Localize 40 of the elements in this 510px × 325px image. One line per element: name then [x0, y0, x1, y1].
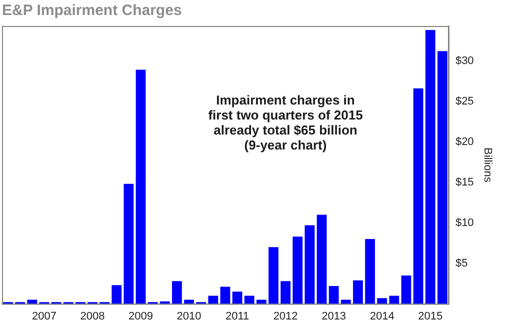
x-tick-label: 2008 [80, 310, 105, 322]
bar [365, 239, 375, 304]
bar [136, 70, 146, 304]
bar [413, 88, 424, 304]
bar [244, 296, 254, 304]
bar [280, 281, 290, 304]
bar [389, 296, 400, 304]
bar [353, 280, 363, 304]
x-tick-label: 2014 [370, 310, 394, 322]
x-tick-label: 2013 [322, 310, 346, 322]
bar [425, 30, 436, 304]
bar [304, 225, 315, 304]
bar [292, 236, 303, 304]
x-tick-label: 2007 [32, 310, 56, 322]
bar [232, 292, 242, 304]
chart-title: E&P Impairment Charges [2, 2, 182, 20]
x-tick-label: 2012 [273, 310, 298, 322]
bar [437, 51, 448, 304]
bar [172, 281, 182, 304]
y-tick-label: $15 [455, 176, 474, 188]
y-tick-label: $5 [455, 257, 468, 270]
bar [316, 214, 327, 304]
x-tick-label: 2011 [225, 310, 250, 322]
bar [208, 296, 218, 304]
bar [268, 247, 278, 304]
bar [124, 184, 134, 304]
bar [328, 286, 339, 304]
bar [401, 275, 412, 304]
y-tick-label: $20 [455, 136, 474, 148]
y-tick-label: $30 [455, 54, 474, 67]
y-tick-label: $10 [455, 216, 474, 229]
y-tick-label: $25 [455, 95, 474, 108]
bar [377, 298, 388, 304]
x-tick-label: 2015 [418, 310, 443, 322]
annotation: Impairment charges in first two quarters of 2015 already total $65 billion (9-year chart) [208, 92, 363, 153]
y-axis-title: Billions [481, 147, 494, 183]
bar [112, 285, 122, 304]
x-tick-label: 2010 [176, 310, 202, 322]
bar [220, 286, 230, 304]
x-tick-label: 2009 [128, 310, 154, 322]
